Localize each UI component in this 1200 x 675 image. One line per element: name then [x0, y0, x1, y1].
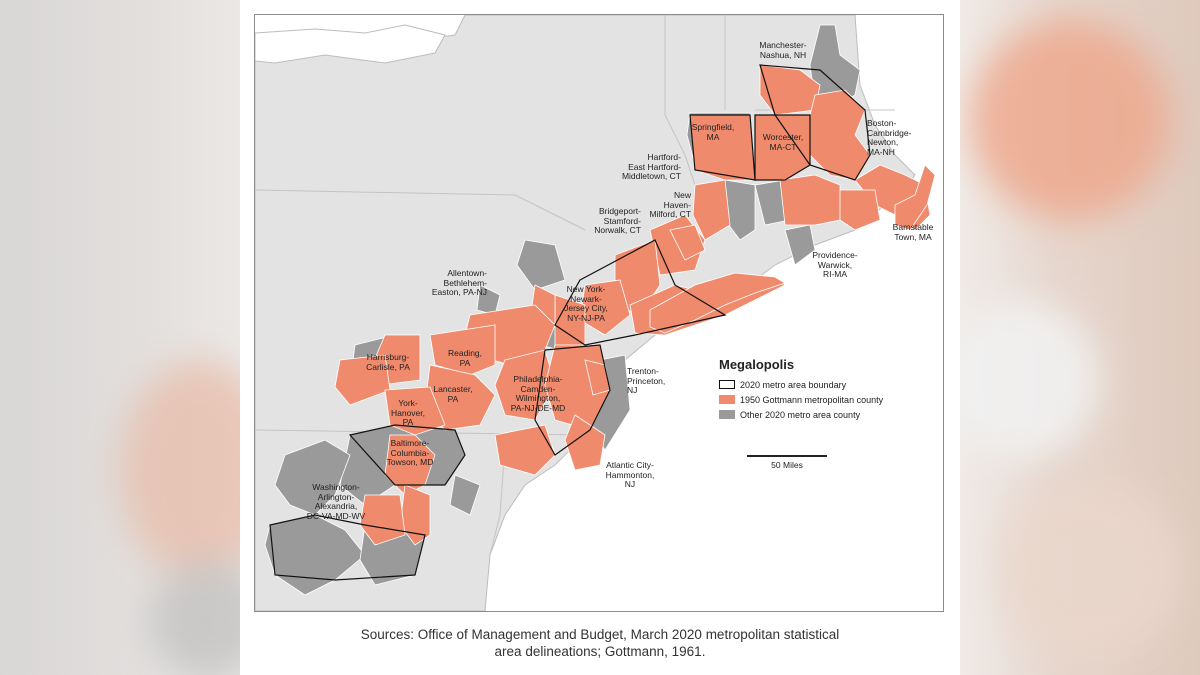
background-blob — [120, 360, 240, 580]
legend-item-gottmann: 1950 Gottmann metropolitan county — [719, 392, 939, 407]
legend-swatch-other — [719, 410, 735, 419]
label-manchester: Manchester- Nashua, NH — [759, 40, 807, 60]
background-right — [960, 0, 1200, 675]
figure-caption: Sources: Office of Management and Budget… — [240, 626, 960, 660]
label-boston: Boston- Cambridge- Newton, MA-NH — [867, 118, 912, 157]
background-blob — [960, 300, 1100, 460]
megalopolis-map — [255, 15, 943, 611]
lake-ontario — [255, 24, 446, 64]
scale-bar: 50 Miles — [747, 455, 827, 470]
cape-cod — [894, 164, 936, 231]
label-new-haven: New Haven- Milford, CT — [649, 190, 691, 219]
label-reading: Reading, PA — [447, 348, 483, 368]
legend-swatch-boundary — [719, 380, 735, 389]
legend-label: 1950 Gottmann metropolitan county — [740, 394, 884, 405]
label-york: York- Hanover, PA — [390, 398, 426, 427]
background-blob — [150, 560, 240, 675]
label-philadelphia: Philadelphia- Camden- Wilmington, PA-NJ-… — [510, 374, 566, 413]
metro-boundaries — [269, 64, 871, 581]
scale-bar-line — [747, 455, 827, 457]
label-baltimore: Baltimore- Columbia- Towson, MD — [386, 438, 434, 467]
label-atlantic-city: Atlantic City- Hammonton, NJ — [605, 460, 655, 489]
label-new-york: New York- Newark- Jersey City, NY-NJ-PA — [564, 284, 608, 323]
label-barnstable: Barnstable Town, MA — [892, 222, 934, 242]
caption-line-1: Sources: Office of Management and Budget… — [360, 627, 840, 642]
legend-label: 2020 metro area boundary — [740, 379, 847, 390]
label-springfield: Springfield, MA — [691, 122, 735, 142]
map-legend: Megalopolis 2020 metro area boundary 195… — [719, 357, 939, 422]
background-blob — [970, 20, 1170, 220]
gottmann-counties — [334, 64, 931, 546]
label-worcester: Worcester, MA-CT — [762, 132, 804, 152]
long-island — [649, 272, 786, 334]
legend-label: Other 2020 metro area county — [740, 409, 861, 420]
scale-label: 50 Miles — [771, 460, 803, 470]
label-harrisburg: Harrisburg- Carlisle, PA — [366, 352, 410, 372]
label-hartford: Hartford- East Hartford- Middletown, CT — [621, 152, 681, 181]
label-washington: Washington- Arlington- Alexandria, DC-VA… — [306, 482, 366, 521]
label-providence: Providence- Warwick, RI-MA — [812, 250, 858, 279]
label-trenton: Trenton- Princeton, NJ — [627, 366, 666, 395]
background-blob — [1000, 480, 1180, 660]
label-lancaster: Lancaster, PA — [433, 384, 473, 404]
caption-line-2: area delineations; Gottmann, 1961. — [494, 644, 706, 659]
legend-item-boundary: 2020 metro area boundary — [719, 377, 939, 392]
legend-title: Megalopolis — [719, 357, 795, 372]
label-allentown: Allentown- Bethlehem- Easton, PA-NJ — [431, 268, 487, 297]
legend-item-other: Other 2020 metro area county — [719, 407, 939, 422]
map-frame: Manchester- Nashua, NH Boston- Cambridge… — [254, 14, 944, 612]
legend-swatch-gottmann — [719, 395, 735, 404]
background-left — [0, 0, 240, 675]
label-bridgeport: Bridgeport- Stamford- Norwalk, CT — [594, 206, 641, 235]
figure-card: Manchester- Nashua, NH Boston- Cambridge… — [240, 0, 960, 675]
